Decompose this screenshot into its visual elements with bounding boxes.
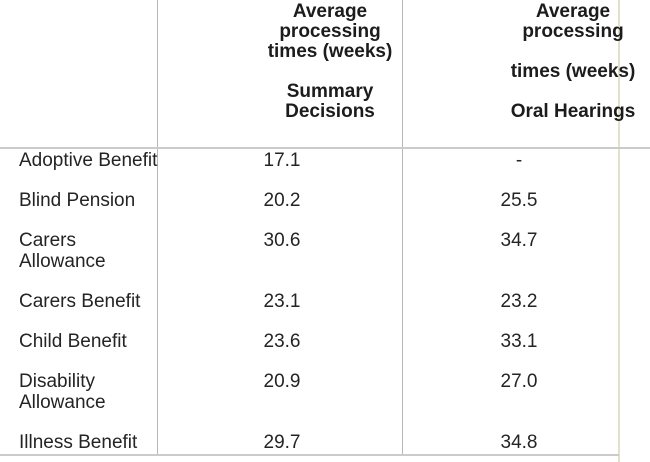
summary-decisions-value: 20.9 <box>263 371 301 392</box>
summary-decisions-value: 23.1 <box>263 291 301 312</box>
summary-decisions-value: 17.1 <box>263 150 301 171</box>
table-row: Disability Allowance 20.9 27.0 <box>0 371 650 413</box>
row-label: Illness Benefit <box>19 432 138 453</box>
row-label: Child Benefit <box>19 331 127 352</box>
summary-decisions-value: 20.2 <box>263 190 301 211</box>
table-row: Blind Pension 20.2 25.5 <box>0 190 650 211</box>
header-line: Summary <box>286 81 374 102</box>
table-row: Adoptive Benefit 17.1 - <box>0 150 650 171</box>
header-line <box>205 62 455 82</box>
column-divider-labels <box>157 0 158 455</box>
header-line <box>442 82 650 102</box>
oral-hearings-value: 34.8 <box>500 432 538 453</box>
header-line: processing <box>279 21 381 42</box>
header-line: Oral Hearings <box>510 101 636 122</box>
table-body: Adoptive Benefit 17.1 - Blind Pension 20.2 25… <box>0 150 650 462</box>
row-label: Blind Pension <box>19 190 136 211</box>
row-label: Adoptive Benefit <box>19 150 158 171</box>
table-row: Carers Allowance 30.6 34.7 <box>0 230 650 272</box>
header-line <box>442 42 650 62</box>
row-label: Carers Benefit <box>19 291 141 312</box>
oral-hearings-value: 25.5 <box>500 190 538 211</box>
oral-hearings-value: 34.7 <box>500 230 538 251</box>
column-header-summary-decisions: Average processing times (weeks) Summary Dec… <box>205 2 455 122</box>
header-line: processing <box>522 21 624 42</box>
oral-hearings-value: 23.2 <box>500 291 538 312</box>
table-bottom-line <box>0 454 619 456</box>
column-header-oral-hearings: Average processing times (weeks) Oral Heari… <box>442 2 650 122</box>
header-line: Average <box>292 1 368 22</box>
header-line: times (weeks) <box>510 61 636 82</box>
column-divider-summary-oral <box>402 0 403 455</box>
summary-decisions-value: 29.7 <box>263 432 301 453</box>
table-row: Illness Benefit 29.7 34.8 <box>0 432 650 453</box>
page-edge-line <box>618 0 620 462</box>
summary-decisions-value: 23.6 <box>263 331 301 352</box>
table-row: Carers Benefit 23.1 23.2 <box>0 291 650 312</box>
header-line: times (weeks) <box>267 41 393 62</box>
oral-hearings-value: - <box>515 150 523 171</box>
header-separator-line <box>0 147 650 149</box>
row-label: Disability Allowance <box>19 371 106 413</box>
oral-hearings-value: 27.0 <box>500 371 538 392</box>
row-label: Carers Allowance <box>19 230 106 272</box>
header-line: Average <box>535 1 611 22</box>
oral-hearings-value: 33.1 <box>500 331 538 352</box>
header-line: Decisions <box>285 101 375 122</box>
table-row: Child Benefit 23.6 33.1 <box>0 331 650 352</box>
summary-decisions-value: 30.6 <box>263 230 301 251</box>
